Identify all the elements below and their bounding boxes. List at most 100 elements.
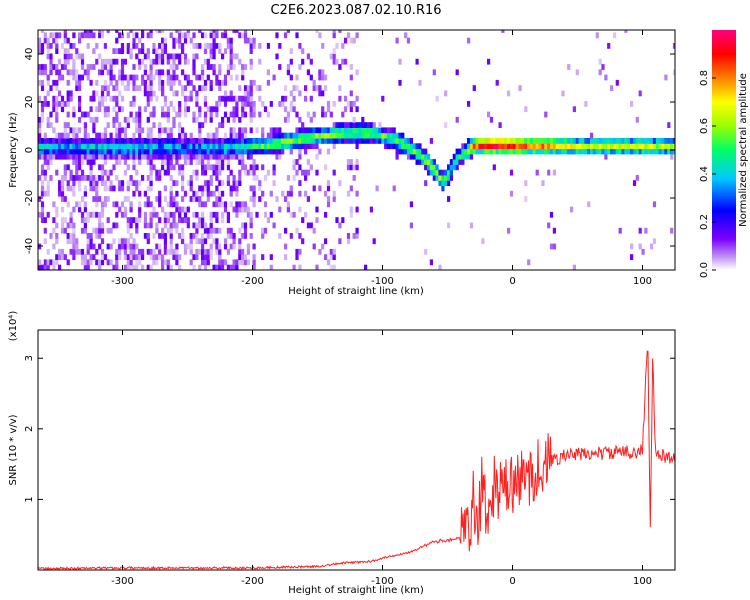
spectrogram-cell	[132, 43, 136, 49]
spectrogram-cell	[364, 138, 368, 144]
spectrogram-cell	[221, 164, 225, 171]
spectrogram-cell	[378, 132, 382, 139]
spectrogram-cell	[186, 217, 190, 223]
spectrogram-cell	[246, 206, 250, 213]
spectrogram-cell	[55, 48, 59, 54]
spectrogram-cell	[52, 148, 56, 155]
spectrogram-cell	[135, 143, 139, 150]
spectrogram-cell	[524, 148, 528, 155]
spectrogram-cell	[95, 180, 99, 186]
spectrogram-cell	[521, 148, 525, 155]
spectrogram-cell	[275, 153, 279, 160]
spectrogram-cell	[186, 206, 190, 213]
spectrogram-cell	[78, 159, 82, 165]
spectrogram-cell	[186, 180, 190, 186]
spectrogram-cell	[252, 175, 256, 181]
spectrogram-cell	[226, 143, 230, 150]
spectrogram-cell	[195, 159, 199, 165]
spectrogram-cell	[100, 164, 105, 171]
spectrogram-cell	[289, 148, 293, 155]
spectrogram-cell	[372, 132, 376, 139]
spectrogram-cell	[281, 95, 285, 102]
spectrogram-cell	[141, 143, 145, 150]
spectrogram-cell	[381, 95, 385, 102]
spectrogram-cell	[384, 127, 388, 134]
spectrogram-cell	[409, 143, 413, 150]
spectrogram-cell	[289, 101, 293, 107]
spectrogram-cell	[243, 90, 248, 97]
spectrogram-cell	[172, 58, 176, 65]
spectrogram-cell	[78, 201, 82, 208]
spectrogram-cell	[226, 95, 230, 102]
spectrogram-cell	[243, 101, 248, 107]
spectrogram-cell	[126, 143, 130, 150]
spectrogram-cell	[103, 185, 107, 192]
spectrogram-cell	[315, 206, 319, 213]
spectrogram-cell	[672, 138, 675, 144]
spectrogram-cell	[178, 106, 182, 113]
spectrogram-cell	[181, 127, 185, 134]
spectrogram-cell	[241, 222, 245, 229]
spectrogram-cell	[66, 180, 70, 186]
spectrogram-cell	[249, 116, 253, 123]
spectrogram-cell	[655, 138, 659, 144]
spectrogram-cell	[286, 190, 290, 197]
spectrogram-cell	[441, 185, 445, 192]
spectrogram-cell	[135, 169, 139, 176]
spectrogram-cell	[143, 138, 147, 144]
spectrogram-cell	[118, 254, 122, 260]
spectrogram-cell	[612, 148, 617, 155]
spectrogram-cell	[601, 138, 605, 144]
spectrogram-cell	[106, 243, 110, 250]
spectrogram-cell	[126, 79, 130, 86]
spectrogram-cell	[635, 138, 639, 144]
spectrogram-cell	[172, 222, 176, 229]
spectrogram-cell	[143, 79, 147, 86]
spectrogram-cell	[72, 153, 76, 160]
spectrogram-cell	[235, 190, 239, 197]
spectrogram-cell	[52, 201, 56, 208]
spectrogram-cell	[575, 138, 579, 144]
spectrogram-cell	[329, 53, 333, 60]
spectrogram-cell	[169, 74, 173, 81]
spectrogram-cell	[72, 243, 76, 250]
spectrogram-cell	[143, 153, 147, 160]
spectrogram-cell	[149, 32, 153, 39]
spectrogram-cell	[209, 227, 213, 234]
spectrogram-cell	[641, 143, 645, 150]
spectrogram-cell	[261, 101, 265, 107]
spectrogram-cell	[98, 227, 102, 234]
spectrogram-cell	[461, 159, 465, 165]
spectrogram-cell	[412, 143, 416, 150]
spectrogram-cell	[461, 153, 465, 160]
spectrogram-cell	[572, 143, 576, 150]
spectrogram-cell	[509, 138, 514, 144]
spectrogram-cell	[469, 138, 474, 144]
spectrogram-cell	[507, 138, 511, 144]
spectrogram-cell	[55, 206, 59, 213]
spectrogram-cell	[492, 164, 496, 171]
spectrogram-cell	[415, 148, 419, 155]
spectrogram-cell	[72, 233, 76, 239]
spectrogram-cell	[40, 148, 45, 155]
spectrogram-cell	[83, 206, 87, 213]
spectrogram-cell	[141, 43, 145, 49]
spectrogram-cell	[278, 143, 282, 150]
spectrogram-cell	[415, 159, 419, 165]
spectrogram-cell	[507, 148, 511, 155]
spectrogram-cell	[149, 248, 153, 255]
spectrogram-cell	[46, 153, 50, 160]
spectrogram-cell	[549, 138, 554, 144]
spectrogram-cell	[181, 43, 185, 49]
spectrogram-cell	[143, 201, 147, 208]
spectrogram-cell	[175, 90, 179, 97]
spectrogram-cell	[464, 153, 468, 160]
spectrogram-cell	[181, 180, 185, 186]
spectrogram-cell	[243, 227, 248, 234]
spectrogram-cell	[60, 148, 65, 155]
spectrogram-cell	[218, 48, 222, 54]
spectrogram-cell	[232, 95, 236, 102]
spectrogram-cell	[49, 58, 53, 65]
spectrogram-cell	[275, 196, 279, 202]
spectrogram-cell	[298, 43, 302, 49]
